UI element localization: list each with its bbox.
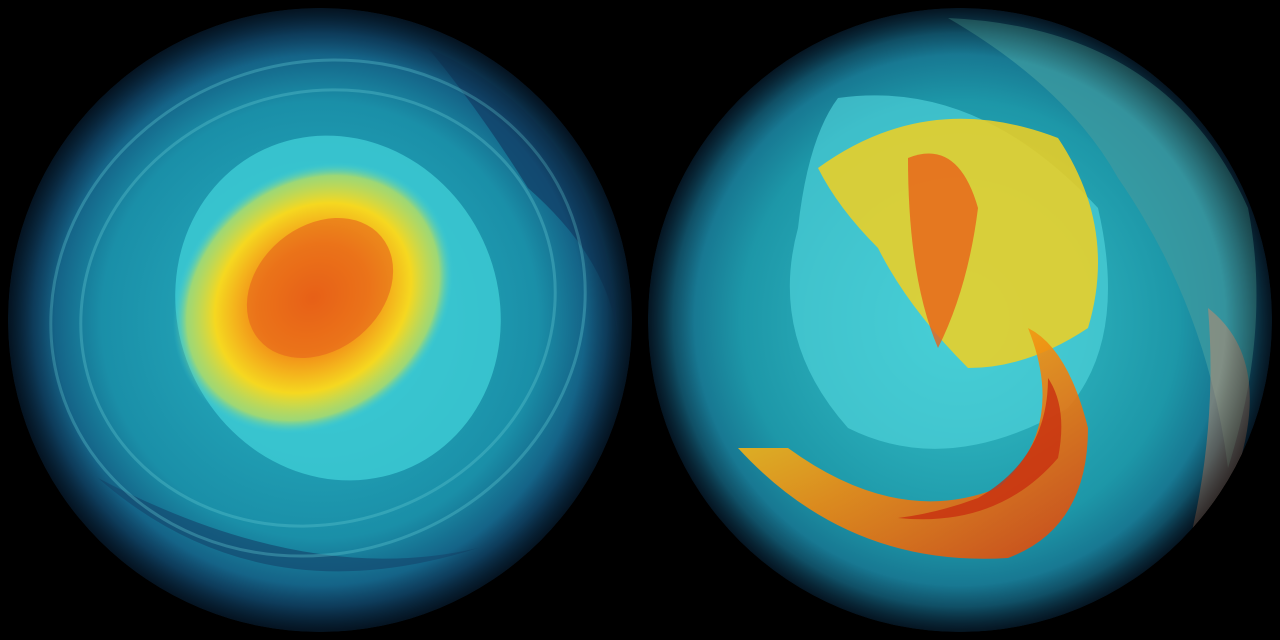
left-globe-vortex <box>8 8 632 632</box>
right-globe-vortex <box>648 8 1272 632</box>
right-globe-image <box>648 8 1272 632</box>
left-globe-image <box>8 8 632 632</box>
globe-edge-shade <box>648 8 1272 632</box>
globe-edge-shade <box>8 8 632 632</box>
